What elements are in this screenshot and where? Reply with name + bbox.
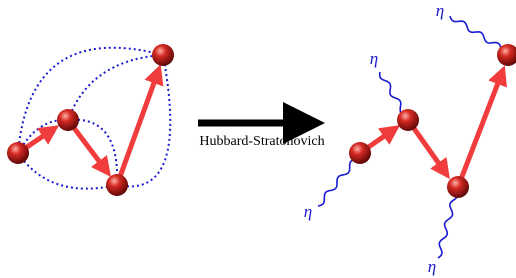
node xyxy=(7,142,29,164)
coupling xyxy=(68,55,163,120)
noise-label: η xyxy=(370,49,378,68)
page: {"arrow_label": "Hubbard-Stratonovich", … xyxy=(0,0,516,278)
link xyxy=(117,69,159,185)
noise-label: η xyxy=(304,202,312,221)
body: Hubbard-Stratonovich η η η η (() => { co… xyxy=(0,0,516,278)
diagram: Hubbard-Stratonovich η η η η xyxy=(0,0,516,278)
right-links xyxy=(360,70,503,187)
link xyxy=(458,70,503,187)
node xyxy=(397,109,419,131)
coupling xyxy=(18,153,117,189)
left-nodes xyxy=(7,44,174,196)
noise-label: η xyxy=(436,1,444,20)
node xyxy=(57,109,79,131)
node xyxy=(497,44,516,66)
noise-label: η xyxy=(428,257,436,276)
node xyxy=(447,176,469,198)
node xyxy=(152,44,174,66)
couplings xyxy=(18,48,170,189)
noise-line xyxy=(318,159,358,206)
noise-line xyxy=(450,16,503,52)
left-links xyxy=(18,69,159,185)
noise-line xyxy=(380,72,407,116)
node xyxy=(349,142,371,164)
noise-line xyxy=(438,192,458,258)
node xyxy=(106,174,128,196)
arrow-label: Hubbard-Stratonovich xyxy=(199,134,324,149)
